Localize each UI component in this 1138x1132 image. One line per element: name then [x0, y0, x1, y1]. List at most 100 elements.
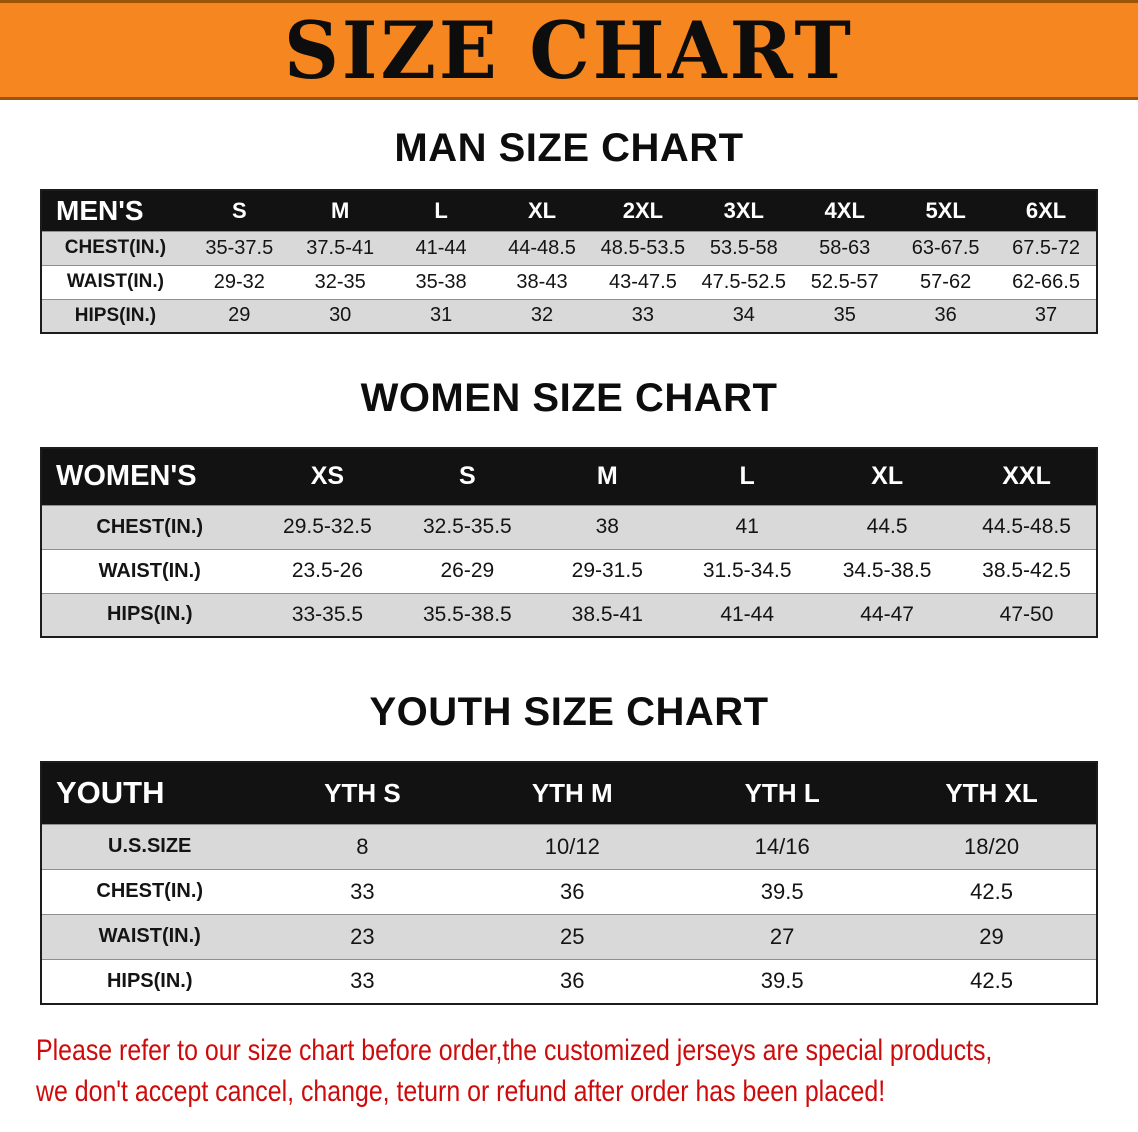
- size-header-cell: 4XL: [794, 190, 896, 231]
- value-cell: 38-43: [491, 264, 593, 299]
- table-row: HIPS(IN.) 33 36 39.5 42.5: [41, 958, 1097, 1004]
- size-header-cell: YTH S: [257, 762, 468, 824]
- value-cell: 63-67.5: [895, 230, 997, 265]
- value-cell: 44.5-48.5: [957, 504, 1097, 549]
- value-cell: 29-31.5: [537, 548, 678, 593]
- row-label-cell: CHEST(IN.): [41, 504, 258, 549]
- table-row: WAIST(IN.) 23 25 27 29: [41, 913, 1097, 959]
- men-size-table: MEN'S S M L XL 2XL 3XL 4XL 5XL 6XL CHEST(IN.) 35-37…: [40, 189, 1098, 334]
- value-cell: 34: [693, 298, 795, 333]
- value-cell: 38: [537, 504, 678, 549]
- size-header-cell: L: [677, 448, 818, 505]
- value-cell: 27: [677, 913, 888, 959]
- disclaimer: Please refer to our size chart before or…: [0, 1031, 1138, 1113]
- table-header-row: YOUTH YTH S YTH M YTH L YTH XL: [41, 762, 1097, 824]
- value-cell: 36: [895, 298, 997, 333]
- value-cell: 39.5: [677, 868, 888, 914]
- table-row: WAIST(IN.) 29-32 32-35 35-38 38-43 43-47.5 47.…: [41, 264, 1097, 299]
- value-cell: 32: [491, 298, 593, 333]
- size-header-cell: M: [289, 190, 391, 231]
- value-cell: 42.5: [887, 958, 1097, 1004]
- row-label-cell: HIPS(IN.): [41, 958, 258, 1004]
- value-cell: 8: [257, 823, 468, 869]
- value-cell: 29: [887, 913, 1097, 959]
- value-cell: 39.5: [677, 958, 888, 1004]
- banner: SIZE CHART: [0, 0, 1138, 100]
- table-row: CHEST(IN.) 35-37.5 37.5-41 41-44 44-48.5 48.5…: [41, 230, 1097, 265]
- value-cell: 35: [794, 298, 896, 333]
- value-cell: 29: [188, 298, 290, 333]
- value-cell: 42.5: [887, 868, 1097, 914]
- table-title-cell: MEN'S: [41, 190, 189, 231]
- value-cell: 33: [592, 298, 694, 333]
- size-header-cell: YTH L: [677, 762, 888, 824]
- youth-size-table: YOUTH YTH S YTH M YTH L YTH XL U.S.SIZE 8 10/12…: [40, 761, 1098, 1005]
- value-cell: 31.5-34.5: [677, 548, 818, 593]
- value-cell: 32-35: [289, 264, 391, 299]
- row-label-cell: CHEST(IN.): [41, 230, 189, 265]
- size-header-cell: 6XL: [996, 190, 1097, 231]
- women-size-chart-heading: WOMEN SIZE CHART: [360, 376, 778, 420]
- value-cell: 18/20: [887, 823, 1097, 869]
- row-label-cell: CHEST(IN.): [41, 868, 258, 914]
- size-header-cell: S: [397, 448, 538, 505]
- value-cell: 35.5-38.5: [397, 592, 538, 637]
- row-label-cell: U.S.SIZE: [41, 823, 258, 869]
- value-cell: 38.5-41: [537, 592, 678, 637]
- page-title: SIZE CHART: [284, 3, 854, 97]
- value-cell: 33: [257, 958, 468, 1004]
- size-header-cell: S: [188, 190, 290, 231]
- youth-size-chart-heading: YOUTH SIZE CHART: [369, 690, 769, 734]
- value-cell: 10/12: [467, 823, 678, 869]
- value-cell: 37.5-41: [289, 230, 391, 265]
- value-cell: 35-37.5: [188, 230, 290, 265]
- table-row: HIPS(IN.) 33-35.5 35.5-38.5 38.5-41 41-44 44-…: [41, 592, 1097, 637]
- value-cell: 29-32: [188, 264, 290, 299]
- size-header-cell: 5XL: [895, 190, 997, 231]
- value-cell: 33-35.5: [257, 592, 398, 637]
- men-size-chart-section: MAN SIZE CHART MEN'S S M L XL 2XL 3XL 4XL 5XL 6XL…: [0, 126, 1138, 334]
- value-cell: 47-50: [957, 592, 1097, 637]
- size-header-cell: XL: [491, 190, 593, 231]
- women-size-chart-section: WOMEN SIZE CHART WOMEN'S XS S M L XL XXL CHEST(…: [0, 376, 1138, 638]
- value-cell: 36: [467, 958, 678, 1004]
- size-header-cell: YTH XL: [887, 762, 1097, 824]
- table-row: HIPS(IN.) 29 30 31 32 33 34 35 36 37: [41, 298, 1097, 333]
- table-row: U.S.SIZE 8 10/12 14/16 18/20: [41, 823, 1097, 869]
- size-header-cell: 3XL: [693, 190, 795, 231]
- value-cell: 31: [390, 298, 492, 333]
- value-cell: 33: [257, 868, 468, 914]
- value-cell: 29.5-32.5: [257, 504, 398, 549]
- value-cell: 23.5-26: [257, 548, 398, 593]
- size-header-cell: XL: [817, 448, 958, 505]
- table-header-row: WOMEN'S XS S M L XL XXL: [41, 448, 1097, 505]
- row-label-cell: WAIST(IN.): [41, 264, 189, 299]
- row-label-cell: WAIST(IN.): [41, 548, 258, 593]
- value-cell: 41: [677, 504, 818, 549]
- value-cell: 52.5-57: [794, 264, 896, 299]
- disclaimer-line-1: Please refer to our size chart before or…: [36, 1034, 993, 1067]
- value-cell: 58-63: [794, 230, 896, 265]
- size-header-cell: M: [537, 448, 678, 505]
- value-cell: 44.5: [817, 504, 958, 549]
- table-header-row: MEN'S S M L XL 2XL 3XL 4XL 5XL 6XL: [41, 190, 1097, 231]
- value-cell: 38.5-42.5: [957, 548, 1097, 593]
- row-label-cell: HIPS(IN.): [41, 592, 258, 637]
- disclaimer-line-2: we don't accept cancel, change, teturn o…: [36, 1074, 886, 1108]
- value-cell: 57-62: [895, 264, 997, 299]
- value-cell: 30: [289, 298, 391, 333]
- value-cell: 67.5-72: [996, 230, 1097, 265]
- size-header-cell: XS: [257, 448, 398, 505]
- size-header-cell: L: [390, 190, 492, 231]
- row-label-cell: WAIST(IN.): [41, 913, 258, 959]
- value-cell: 53.5-58: [693, 230, 795, 265]
- value-cell: 43-47.5: [592, 264, 694, 299]
- value-cell: 47.5-52.5: [693, 264, 795, 299]
- row-label-cell: HIPS(IN.): [41, 298, 189, 333]
- women-size-table: WOMEN'S XS S M L XL XXL CHEST(IN.) 29.5-32.5 32.5…: [40, 447, 1098, 638]
- value-cell: 34.5-38.5: [817, 548, 958, 593]
- value-cell: 41-44: [677, 592, 818, 637]
- size-header-cell: YTH M: [467, 762, 678, 824]
- size-header-cell: 2XL: [592, 190, 694, 231]
